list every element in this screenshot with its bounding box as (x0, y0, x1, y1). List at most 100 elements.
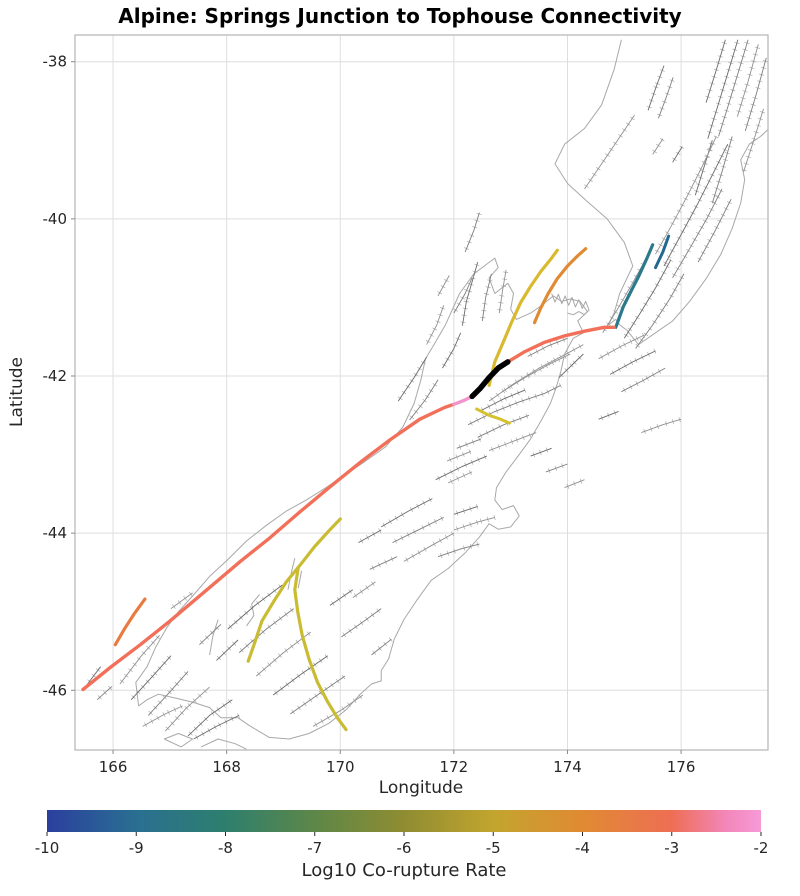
fault-trace (527, 337, 568, 357)
fault-trace (488, 344, 584, 402)
fault-trace (170, 592, 193, 609)
fault-teal-north (614, 243, 655, 329)
colorbar-tick-label: -6 (397, 839, 412, 857)
fault-trace (477, 414, 530, 438)
fault-trace (481, 273, 492, 322)
fault-trace (464, 212, 480, 253)
highlighted-faults (81, 234, 671, 732)
fault-trace (694, 140, 713, 196)
x-tick-label: 176 (667, 758, 696, 776)
colorbar: -10 -9 -8 -7 -6 -5 -4 -3 -2 (35, 810, 769, 857)
coastline (135, 257, 588, 740)
fault-trace (501, 353, 571, 393)
fault-trace (380, 498, 433, 528)
fault-subsections (654, 135, 719, 253)
coastlines (135, 39, 768, 750)
colorbar-tick-label: -8 (218, 839, 233, 857)
fault-trace (187, 699, 233, 737)
fault-trace (392, 516, 444, 544)
fault-trace (409, 379, 439, 421)
y-tick-label: -44 (43, 524, 68, 542)
fault-trace (530, 447, 552, 457)
coastline (551, 293, 590, 316)
colorbar-gradient (47, 810, 761, 832)
fault-subsections (611, 348, 657, 376)
fault-trace (635, 273, 685, 349)
fault-trace (602, 261, 645, 334)
fault-trace (456, 438, 482, 449)
fault-trace (312, 694, 364, 727)
fault-subsections (663, 148, 728, 265)
fault-trace (272, 655, 329, 696)
fault-subsections (480, 279, 493, 319)
fault-subsections (382, 497, 432, 528)
x-tick-label: 166 (99, 758, 128, 776)
colorbar-tick-label: -9 (129, 839, 144, 857)
fault-subsections (425, 307, 446, 344)
y-tick-label: -46 (43, 681, 68, 699)
fault-yellow-north-branch (487, 248, 559, 387)
fault-trace (453, 505, 478, 515)
fault-trace (672, 188, 723, 279)
fault-south-yellow-a (246, 517, 342, 663)
fault-trace (371, 638, 392, 656)
fault-trace (609, 350, 656, 375)
chart-title: Alpine: Springs Junction to Tophouse Con… (118, 4, 681, 28)
fault-trace (130, 655, 172, 701)
fault-trace (426, 305, 445, 345)
x-tick-label: 172 (440, 758, 469, 776)
fault-subsections (456, 514, 496, 532)
fault-subsections (479, 413, 529, 439)
fault-orange-north-branch (532, 247, 588, 325)
fault-trace (718, 39, 749, 137)
fault-trace (663, 143, 729, 267)
fault-trace (621, 367, 666, 393)
fault-trace (216, 639, 239, 661)
fault-trace (479, 389, 526, 412)
x-axis-label: Longitude (379, 778, 464, 798)
fault-trace (744, 57, 767, 132)
fault-subsections (460, 263, 480, 324)
fault-east-yellow-spur (475, 407, 511, 425)
fault-wairau-northeast (506, 325, 616, 364)
fault-trace (446, 450, 472, 462)
fault-trace (467, 384, 561, 426)
colorbar-tick-label: -7 (307, 839, 322, 857)
fault-trace (437, 543, 480, 558)
fault-subsections (469, 383, 562, 426)
fault-trace (498, 269, 507, 314)
coastline (554, 39, 768, 346)
fault-trace (623, 259, 672, 339)
y-tick-label: -38 (43, 53, 68, 71)
fault-trace (488, 432, 537, 452)
fault-subsections (441, 337, 461, 367)
fault-trace (403, 532, 455, 562)
x-tick-label: 168 (212, 758, 241, 776)
fault-trace (711, 136, 733, 204)
plot-area: 166 168 170 172 174 176 -38 -40 -42 -44 -46 -10 -9 -8… (35, 34, 769, 857)
fault-trace (147, 671, 189, 716)
fault-south-yellow-b (293, 566, 348, 732)
coastline (287, 558, 296, 590)
fault-trace (227, 584, 283, 630)
fault-trace (598, 410, 619, 420)
fault-trace (193, 714, 240, 740)
fault-trace (461, 261, 479, 326)
fault-subsections (643, 417, 681, 434)
coastline (297, 570, 303, 589)
x-tick-label: 174 (553, 758, 582, 776)
fault-trace (448, 471, 473, 484)
fault-trace (672, 146, 683, 163)
fault-trace (87, 666, 101, 685)
fault-trace (641, 418, 682, 434)
fault-hanmer-pink (452, 394, 474, 406)
fault-alpine-southwest (81, 402, 456, 692)
gridlines (75, 35, 768, 750)
colorbar-tick-label: -4 (575, 839, 590, 857)
colorbar-tick-label: -2 (754, 839, 769, 857)
axis-ticks: 166 168 170 172 174 176 -38 -40 -42 -44 -46 (43, 53, 696, 776)
colorbar-tick-label: -3 (664, 839, 679, 857)
fault-trace (435, 455, 487, 481)
coastline (209, 619, 219, 655)
